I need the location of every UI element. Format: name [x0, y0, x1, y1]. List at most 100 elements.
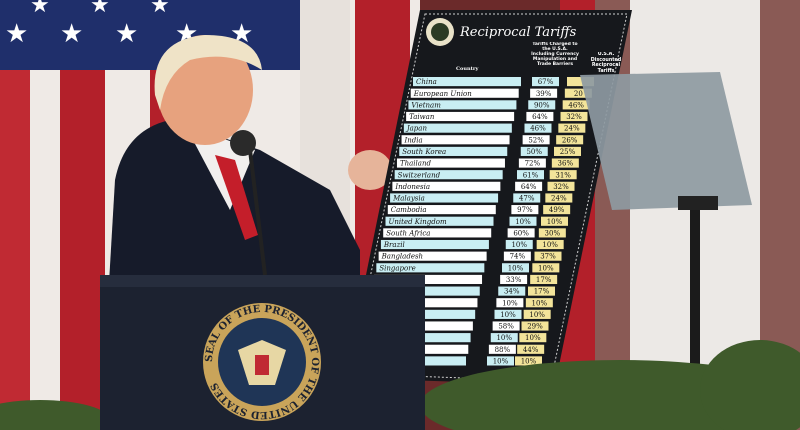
microphone-stand: [248, 149, 267, 276]
reciprocal-value: 17%: [534, 288, 550, 296]
charged-cell: [522, 135, 550, 145]
reciprocal-value: 30%: [545, 229, 561, 237]
reciprocal-cell: [530, 274, 558, 285]
charged-value: 64%: [521, 183, 537, 191]
header-charged: Tariffs Charged to the U.S.A. Including …: [531, 42, 579, 67]
charged-value: 10%: [508, 264, 524, 272]
dark-suit: [108, 120, 360, 300]
country-name: Malaysia: [392, 195, 425, 203]
charged-cell: [505, 239, 533, 250]
reciprocal-value: 17%: [536, 276, 552, 284]
svg-text:★: ★: [115, 19, 138, 49]
reciprocal-cell: [521, 321, 549, 331]
hair: [154, 35, 262, 110]
charged-value: 72%: [525, 160, 541, 168]
reciprocal-value: 10%: [521, 358, 537, 366]
reciprocal-value: 46%: [568, 101, 584, 109]
country-cell: [374, 274, 483, 285]
charged-value: 97%: [517, 206, 533, 214]
reciprocal-value: 10%: [525, 334, 541, 342]
reciprocal-cell: [525, 298, 553, 308]
reciprocal-value: 29%: [527, 323, 543, 331]
reciprocal-cell: [538, 228, 566, 238]
charged-cell: [526, 111, 554, 122]
charged-value: 46%: [530, 125, 546, 133]
reciprocal-value: 49%: [549, 206, 565, 214]
country-cell: [387, 205, 496, 215]
charged-value: 58%: [498, 323, 514, 331]
country-cell: [390, 193, 499, 203]
charged-cell: [520, 146, 548, 156]
reciprocal-cell: [523, 309, 551, 319]
charged-cell: [490, 333, 518, 343]
svg-text:★: ★: [90, 0, 110, 18]
board-title: Reciprocal Tariffs: [459, 25, 577, 40]
svg-text:★: ★: [60, 19, 83, 49]
red-tie: [215, 155, 258, 240]
reciprocal-value: 26%: [562, 136, 578, 144]
reciprocal-value: 10%: [538, 264, 554, 272]
country-cell: [406, 111, 515, 122]
reciprocal-cell: [567, 77, 594, 87]
charged-value: 10%: [515, 218, 531, 226]
reciprocal-cell: [515, 356, 542, 366]
country-cell: [408, 100, 517, 110]
charged-cell: [511, 205, 539, 215]
country-cell: [378, 251, 487, 261]
country-name: China: [416, 78, 437, 86]
reciprocal-value: 10%: [542, 241, 558, 249]
charged-value: 33%: [506, 276, 522, 284]
charged-cell: [498, 286, 526, 296]
country-cell: [383, 228, 492, 238]
reciprocal-cell: [562, 100, 590, 110]
charged-cell: [515, 181, 543, 191]
charged-cell: [509, 216, 537, 226]
reciprocal-value: 10%: [529, 311, 545, 319]
reciprocal-value: 20: [574, 90, 583, 98]
charged-value: 34%: [504, 288, 520, 296]
charged-value: 39%: [536, 90, 552, 98]
charged-value: 67%: [538, 78, 554, 86]
country-name: Bangladesh: [381, 253, 423, 261]
charged-cell: [494, 309, 522, 319]
bushes: [0, 340, 800, 430]
charged-cell: [487, 356, 514, 366]
charged-value: 47%: [519, 195, 535, 203]
charged-cell: [488, 344, 516, 354]
charged-cell: [492, 321, 520, 331]
reciprocal-cell: [556, 135, 584, 145]
charged-cell: [500, 274, 528, 285]
charged-cell: [496, 298, 524, 308]
charged-cell: [518, 158, 546, 168]
charged-value: 10%: [500, 311, 516, 319]
country-name: Switzerland: [398, 171, 441, 179]
country-cell: [392, 181, 501, 191]
hand: [348, 150, 392, 190]
charged-cell: [532, 77, 559, 87]
country-name: Singapore: [379, 264, 415, 272]
country-cell: [376, 263, 485, 273]
country-cell: [394, 170, 503, 180]
reciprocal-cell: [528, 286, 555, 296]
charged-value: 10%: [502, 299, 518, 307]
charged-value: 61%: [523, 171, 539, 179]
svg-text:★: ★: [5, 19, 28, 49]
charged-value: 10%: [493, 358, 509, 366]
reciprocal-cell: [517, 344, 545, 354]
reciprocal-cell: [554, 146, 581, 156]
reciprocal-value: 24%: [551, 195, 567, 203]
country-name: Thailand: [400, 160, 432, 168]
country-name: United Kingdom: [389, 218, 447, 226]
reciprocal-value: 10%: [547, 218, 563, 226]
country-name: European Union: [413, 90, 473, 98]
charged-value: 74%: [510, 253, 526, 261]
charged-value: 10%: [511, 241, 527, 249]
reciprocal-cell: [551, 158, 579, 168]
charged-cell: [517, 170, 544, 180]
reciprocal-value: 37%: [540, 253, 556, 261]
country-name: Cambodia: [391, 206, 427, 214]
reciprocal-cell: [534, 251, 562, 261]
podium: SEAL OF THE PRESIDENT OF THE UNITED STAT…: [100, 275, 425, 430]
charged-cell: [528, 100, 556, 110]
